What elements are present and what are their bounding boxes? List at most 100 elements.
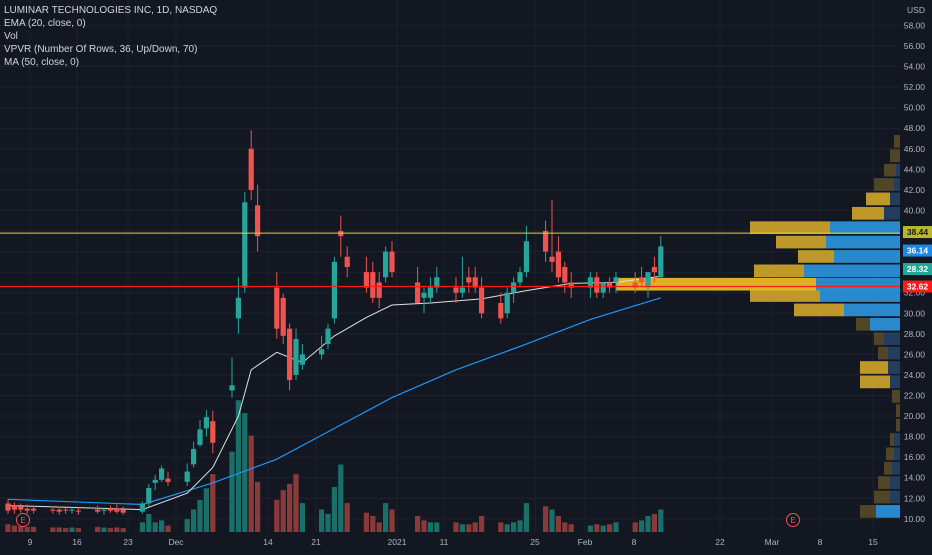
volume-bar (607, 524, 613, 532)
volume-bar (287, 483, 293, 532)
volume-bar (523, 503, 529, 532)
candle-body (235, 297, 241, 319)
volume-bar (549, 509, 555, 532)
volume-bar (75, 528, 81, 532)
vpvr-up-bar (894, 447, 900, 461)
vpvr-up-bar (894, 433, 900, 446)
volume-bar (459, 524, 465, 532)
candle-body (632, 282, 638, 288)
vpvr-up-bar (830, 221, 900, 235)
time-axis-label: 21 (311, 537, 321, 547)
candle-body (363, 272, 369, 288)
volume-bar (114, 527, 120, 532)
price-axis-label: 24.00 (904, 370, 926, 380)
time-axis[interactable] (0, 532, 932, 550)
candle-body (543, 231, 549, 252)
volume-bar (434, 522, 440, 532)
candle-body (24, 508, 30, 511)
volume-bar (107, 528, 113, 532)
price-axis-label: 12.00 (904, 493, 926, 503)
vpvr-up-bar (834, 250, 900, 263)
candle-body (5, 503, 11, 511)
vpvr-up-bar (896, 163, 900, 177)
volume-bar (376, 522, 382, 532)
vpvr-down-bar (798, 250, 834, 263)
candle-body (107, 508, 113, 511)
candle-body (658, 246, 664, 278)
vpvr-up-bar (890, 375, 900, 389)
price-axis-label: 40.00 (904, 205, 926, 215)
vpvr-down-bar (860, 361, 888, 374)
price-axis-label: 32.00 (904, 288, 926, 298)
vpvr-up-bar (826, 235, 900, 249)
volume-bar (24, 526, 30, 532)
volume-bar (95, 526, 101, 532)
volume-bar (587, 525, 593, 532)
vpvr-up-bar (890, 476, 900, 489)
volume-bar (159, 520, 165, 532)
vpvr-up-bar (816, 277, 900, 291)
candle-body (331, 261, 337, 319)
vpvr-down-bar (750, 289, 820, 302)
vol-indicator-label[interactable]: Vol (4, 31, 18, 42)
candle-body (152, 479, 158, 483)
horizontal-lines[interactable] (0, 232, 900, 288)
candle-body (498, 302, 504, 319)
time-axis-label: 9 (28, 537, 33, 547)
vpvr-up-bar (804, 264, 900, 278)
vpvr-up-bar (844, 303, 900, 317)
volume-bar (568, 524, 574, 532)
volume-bar (613, 522, 619, 532)
currency-label: USD (907, 5, 925, 15)
indicator-lines (7, 275, 661, 511)
vpvr-down-bar (866, 192, 890, 206)
indicator-legend: LUMINAR TECHNOLOGIES INC, 1D, NASDAQ EMA… (4, 4, 217, 69)
ma-indicator-label[interactable]: MA (50, close, 0) (4, 57, 80, 68)
candle-body (274, 287, 280, 329)
vpvr-down-bar (750, 221, 830, 235)
price-badge-label: 36.14 (907, 246, 929, 256)
candle-body (344, 256, 350, 267)
volume-bar (498, 522, 504, 532)
candle-body (56, 509, 62, 512)
price-axis-label: 50.00 (904, 103, 926, 113)
price-axis-label: 44.00 (904, 164, 926, 174)
vpvr-up-bar (876, 505, 900, 518)
candle-body (453, 287, 459, 293)
volume-bar (197, 499, 203, 532)
volume-bar (389, 509, 395, 532)
vpvr-up-bar (892, 461, 900, 475)
candle-body (75, 510, 81, 512)
volume-bar (479, 515, 485, 532)
ema-line (7, 275, 661, 511)
price-axis-label: 54.00 (904, 62, 926, 72)
vpvr-down-bar (896, 404, 900, 418)
volume-bar (344, 503, 350, 532)
vpvr-down-bar (884, 461, 892, 475)
candle-body (146, 488, 152, 504)
price-axis-label: 48.00 (904, 123, 926, 133)
candle-body (287, 328, 293, 381)
volume-bar (370, 515, 376, 532)
vpvr-indicator-label[interactable]: VPVR (Number Of Rows, 36, Up/Down, 70) (4, 44, 198, 55)
price-axis-label: 56.00 (904, 41, 926, 51)
vpvr-down-bar (886, 447, 894, 461)
time-axis-label: 23 (123, 537, 133, 547)
symbol-title[interactable]: LUMINAR TECHNOLOGIES INC, 1D, NASDAQ (4, 5, 218, 16)
time-axis-label: Feb (578, 537, 593, 547)
vpvr-down-bar (856, 317, 870, 331)
candle-body (517, 272, 523, 283)
candle-body (139, 503, 145, 512)
volume-bar (5, 524, 11, 532)
vpvr-down-bar (878, 476, 890, 489)
candle-body (18, 506, 24, 510)
ema-indicator-label[interactable]: EMA (20, close, 0) (4, 18, 86, 29)
candle-body (165, 478, 171, 482)
candle-body (338, 231, 344, 237)
vpvr-down-bar (754, 264, 804, 278)
candle-body (319, 349, 325, 355)
